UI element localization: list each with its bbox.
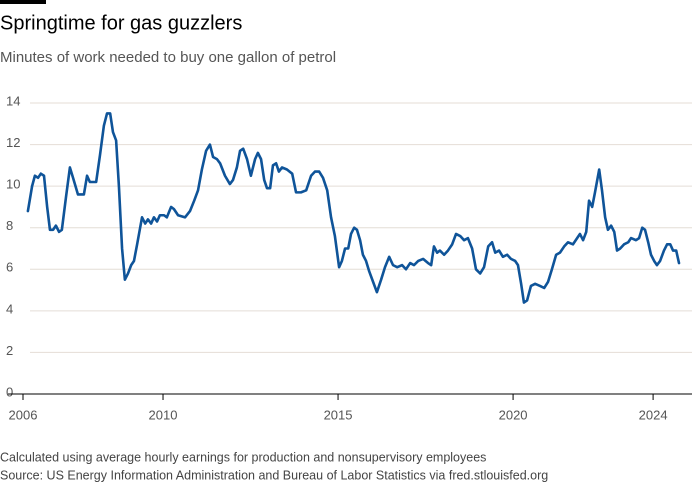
x-tick-label: 2006 (9, 407, 38, 422)
y-tick-label: 6 (6, 260, 13, 275)
brand-bar (0, 0, 46, 4)
y-tick-label: 14 (6, 93, 20, 108)
series-line (26, 112, 681, 304)
note: Calculated using average hourly earnings… (0, 450, 486, 464)
y-tick-label: 0 (6, 384, 13, 399)
y-tick-label: 4 (6, 301, 13, 316)
x-tick-label: 2020 (499, 407, 528, 422)
x-tick-label: 2024 (639, 407, 668, 422)
y-tick-label: 8 (6, 218, 13, 233)
source: Source: US Energy Information Administra… (0, 468, 548, 482)
x-tick-label: 2010 (149, 407, 178, 422)
chart-title: Springtime for gas guzzlers (0, 12, 242, 34)
y-tick-label: 2 (6, 343, 13, 358)
y-tick-label: 12 (6, 135, 20, 150)
y-tick-label: 10 (6, 177, 20, 192)
chart-subtitle: Minutes of work needed to buy one gallon… (0, 49, 336, 66)
x-tick-label: 2015 (324, 407, 353, 422)
